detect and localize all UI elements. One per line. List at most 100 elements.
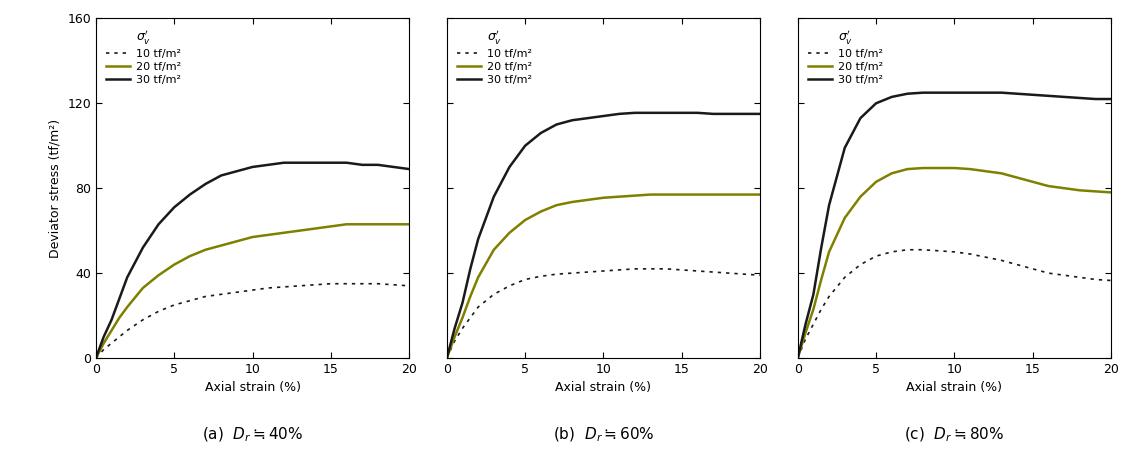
30 tf/m² xyxy=(1041,93,1055,99)
30 tf/m² xyxy=(807,291,820,297)
20 tf/m² xyxy=(262,232,275,238)
10 tf/m² xyxy=(105,341,118,346)
20 tf/m² xyxy=(1026,179,1040,185)
10 tf/m² xyxy=(1011,262,1024,267)
30 tf/m² xyxy=(644,110,658,116)
20 tf/m² xyxy=(754,192,767,197)
20 tf/m² xyxy=(549,202,563,208)
20 tf/m² xyxy=(246,234,259,240)
10 tf/m² xyxy=(916,247,929,252)
20 tf/m² xyxy=(613,194,626,199)
30 tf/m² xyxy=(854,115,867,121)
10 tf/m² xyxy=(230,290,244,295)
30 tf/m² xyxy=(167,205,180,210)
20 tf/m² xyxy=(89,355,103,361)
20 tf/m² xyxy=(136,285,150,291)
20 tf/m² xyxy=(387,222,400,227)
10 tf/m² xyxy=(854,262,867,267)
30 tf/m² xyxy=(916,90,929,95)
20 tf/m² xyxy=(1057,185,1070,191)
Line: 20 tf/m²: 20 tf/m² xyxy=(447,195,760,358)
30 tf/m² xyxy=(440,355,453,361)
20 tf/m² xyxy=(152,273,166,278)
20 tf/m² xyxy=(854,194,867,199)
30 tf/m² xyxy=(1073,95,1086,101)
20 tf/m² xyxy=(355,222,369,227)
X-axis label: Axial strain (%): Axial strain (%) xyxy=(907,381,1003,394)
Line: 10 tf/m²: 10 tf/m² xyxy=(96,284,409,358)
30 tf/m² xyxy=(503,164,517,170)
Line: 10 tf/m²: 10 tf/m² xyxy=(797,250,1111,358)
10 tf/m² xyxy=(838,274,852,280)
30 tf/m² xyxy=(519,143,532,149)
X-axis label: Axial strain (%): Axial strain (%) xyxy=(555,381,652,394)
10 tf/m² xyxy=(214,291,228,297)
10 tf/m² xyxy=(660,266,673,272)
30 tf/m² xyxy=(152,222,166,227)
10 tf/m² xyxy=(403,283,416,289)
30 tf/m² xyxy=(581,115,594,121)
10 tf/m² xyxy=(1057,273,1070,278)
20 tf/m² xyxy=(581,197,594,202)
10 tf/m² xyxy=(199,294,212,299)
20 tf/m² xyxy=(1011,175,1024,180)
30 tf/m² xyxy=(1057,94,1070,100)
20 tf/m² xyxy=(277,230,291,235)
20 tf/m² xyxy=(371,222,385,227)
30 tf/m² xyxy=(387,164,400,170)
30 tf/m² xyxy=(838,145,852,151)
10 tf/m² xyxy=(690,268,704,274)
10 tf/m² xyxy=(121,328,134,333)
20 tf/m² xyxy=(791,355,804,361)
30 tf/m² xyxy=(448,325,461,331)
10 tf/m² xyxy=(807,321,820,327)
20 tf/m² xyxy=(183,253,196,259)
10 tf/m² xyxy=(1104,278,1118,283)
20 tf/m² xyxy=(916,165,929,171)
10 tf/m² xyxy=(456,325,469,331)
10 tf/m² xyxy=(387,282,400,287)
30 tf/m² xyxy=(534,130,547,136)
X-axis label: Axial strain (%): Axial strain (%) xyxy=(204,381,300,394)
20 tf/m² xyxy=(487,247,501,252)
30 tf/m² xyxy=(293,160,307,165)
30 tf/m² xyxy=(371,162,385,168)
10 tf/m² xyxy=(1026,266,1040,272)
10 tf/m² xyxy=(549,271,563,277)
Text: (a)  $D_r$$\fallingdotseq$40%: (a) $D_r$$\fallingdotseq$40% xyxy=(202,426,303,444)
30 tf/m² xyxy=(472,236,485,242)
20 tf/m² xyxy=(597,195,610,201)
30 tf/m² xyxy=(230,168,244,174)
30 tf/m² xyxy=(262,162,275,168)
20 tf/m² xyxy=(519,217,532,223)
20 tf/m² xyxy=(822,249,836,255)
20 tf/m² xyxy=(199,247,212,252)
10 tf/m² xyxy=(1073,274,1086,280)
20 tf/m² xyxy=(628,193,642,198)
30 tf/m² xyxy=(308,160,321,165)
30 tf/m² xyxy=(89,355,103,361)
30 tf/m² xyxy=(105,317,118,323)
Line: 20 tf/m²: 20 tf/m² xyxy=(797,168,1111,358)
Line: 30 tf/m²: 30 tf/m² xyxy=(96,162,409,358)
20 tf/m² xyxy=(214,243,228,248)
10 tf/m² xyxy=(440,355,453,361)
20 tf/m² xyxy=(503,230,517,235)
30 tf/m² xyxy=(597,113,610,119)
20 tf/m² xyxy=(644,192,658,197)
30 tf/m² xyxy=(403,166,416,172)
30 tf/m² xyxy=(948,90,961,95)
20 tf/m² xyxy=(121,304,134,310)
10 tf/m² xyxy=(487,291,501,297)
20 tf/m² xyxy=(900,166,914,172)
30 tf/m² xyxy=(246,164,259,170)
30 tf/m² xyxy=(1089,96,1102,102)
30 tf/m² xyxy=(214,173,228,178)
20 tf/m² xyxy=(995,171,1008,176)
10 tf/m² xyxy=(97,347,111,353)
20 tf/m² xyxy=(722,192,735,197)
10 tf/m² xyxy=(293,283,307,289)
20 tf/m² xyxy=(870,179,883,185)
30 tf/m² xyxy=(113,296,126,301)
20 tf/m² xyxy=(324,224,337,229)
